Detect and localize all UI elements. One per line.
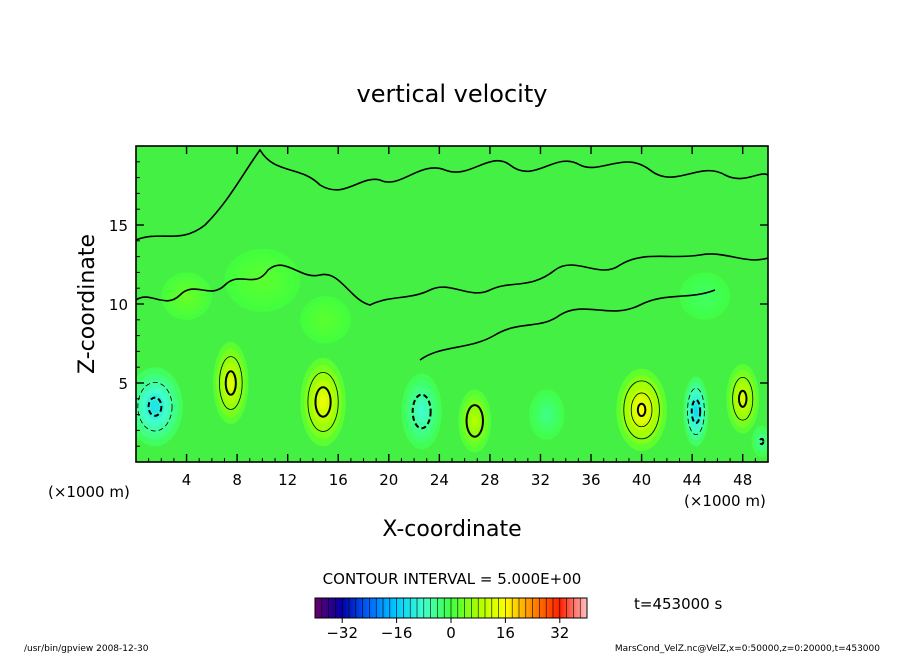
- velocity-cell-contour: [690, 398, 702, 425]
- x-tick-label: 44: [683, 471, 702, 489]
- velocity-cell-contour: [623, 380, 660, 440]
- x-unit-right: (×1000 m): [684, 492, 766, 510]
- velocity-cell-contour: [465, 404, 484, 438]
- velocity-cell-contour: [224, 370, 237, 396]
- colorbar-ticks: −32 −16 0 16 32: [326, 618, 569, 642]
- x-tick-label: 32: [531, 471, 550, 489]
- velocity-cell-band: [472, 415, 478, 427]
- plot-area: [136, 146, 768, 462]
- velocity-cell-contour: [314, 386, 332, 418]
- velocity-cell-contour: [636, 402, 647, 418]
- upper-contour-line: [136, 148, 768, 241]
- y-tick-label: 5: [118, 375, 128, 393]
- velocity-cell-band: [321, 315, 330, 324]
- velocity-cell-contour: [147, 396, 163, 417]
- footer-left: /usr/bin/gpview 2008-12-30: [24, 644, 149, 654]
- x-axis-label: X-coordinate: [382, 517, 521, 542]
- colorbar-tick-label: 0: [446, 624, 456, 642]
- velocity-cell-contour: [137, 381, 173, 432]
- velocity-cell-contour: [411, 393, 432, 430]
- velocity-cell-band: [693, 405, 699, 418]
- x-tick-label: 24: [430, 471, 449, 489]
- colorbar-tick-label: 16: [496, 624, 515, 642]
- contour-interval-text: CONTOUR INTERVAL = 5.000E+00: [323, 570, 582, 588]
- chart-title: vertical velocity: [357, 80, 548, 108]
- velocity-cell-contour: [737, 389, 748, 408]
- mid-contour-line: [419, 289, 716, 361]
- velocity-cell-contour: [219, 356, 243, 410]
- x-tick-label: 4: [182, 471, 192, 489]
- colorbar-tick-label: −16: [381, 624, 413, 642]
- velocity-cell-band: [227, 376, 234, 390]
- velocity-cell-band: [739, 393, 746, 405]
- velocity-cell-band: [319, 394, 327, 410]
- x-tick-label: 12: [278, 471, 297, 489]
- contour-lines-layer: [136, 148, 768, 361]
- y-tick-label: 10: [109, 296, 128, 314]
- colorbar-tick-label: 32: [550, 624, 569, 642]
- velocity-cell-contour: [687, 387, 705, 436]
- x-tick-label: 40: [632, 471, 651, 489]
- y-axis-label: Z-coordinate: [75, 234, 100, 374]
- x-tick-label: 28: [480, 471, 499, 489]
- velocity-cell-contour: [732, 377, 754, 421]
- y-tick-label: 15: [109, 217, 128, 235]
- x-unit-left: (×1000 m): [48, 483, 130, 501]
- x-tick-label: 48: [733, 471, 752, 489]
- time-label: t=453000 s: [634, 595, 722, 613]
- colorbar-stripes: [321, 598, 581, 618]
- x-tick-label: 16: [329, 471, 348, 489]
- colorbar: −32 −16 0 16 32: [314, 597, 588, 642]
- cell-contours-layer: [137, 356, 765, 446]
- velocity-cell-band: [182, 292, 191, 301]
- velocity-cell-band: [543, 410, 550, 419]
- velocity-cell-contour: [307, 372, 339, 432]
- velocity-cell-band: [418, 405, 426, 418]
- x-tick-label: 8: [232, 471, 242, 489]
- velocity-cell-band: [150, 400, 160, 414]
- footer-right: MarsCond_VelZ.nc@VelZ,x=0:50000,z=0:2000…: [615, 644, 880, 654]
- colorbar-tick-label: −32: [326, 624, 358, 642]
- x-tick-label: 36: [581, 471, 600, 489]
- y-axis: 5 10 15: [109, 161, 768, 447]
- velocity-cell-contour: [630, 392, 653, 428]
- velocity-cell-contour: [758, 437, 765, 446]
- zero-contour-line: [136, 253, 768, 306]
- x-axis: 4 8 12 16 20 24 28 32 36 40 44 48: [148, 146, 756, 489]
- x-tick-label: 20: [379, 471, 398, 489]
